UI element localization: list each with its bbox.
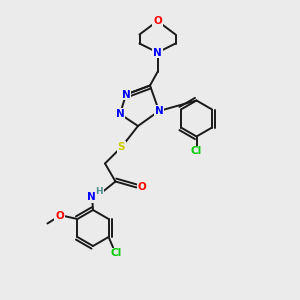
Text: N: N [122, 89, 130, 100]
Text: N: N [116, 109, 124, 119]
Text: N: N [86, 192, 95, 202]
Text: N: N [153, 47, 162, 58]
Text: N: N [154, 106, 164, 116]
Text: O: O [137, 182, 146, 193]
Text: O: O [55, 211, 64, 221]
Text: S: S [118, 142, 125, 152]
Text: H: H [95, 188, 103, 196]
Text: Cl: Cl [110, 248, 122, 259]
Text: Cl: Cl [191, 146, 202, 157]
Text: O: O [153, 16, 162, 26]
